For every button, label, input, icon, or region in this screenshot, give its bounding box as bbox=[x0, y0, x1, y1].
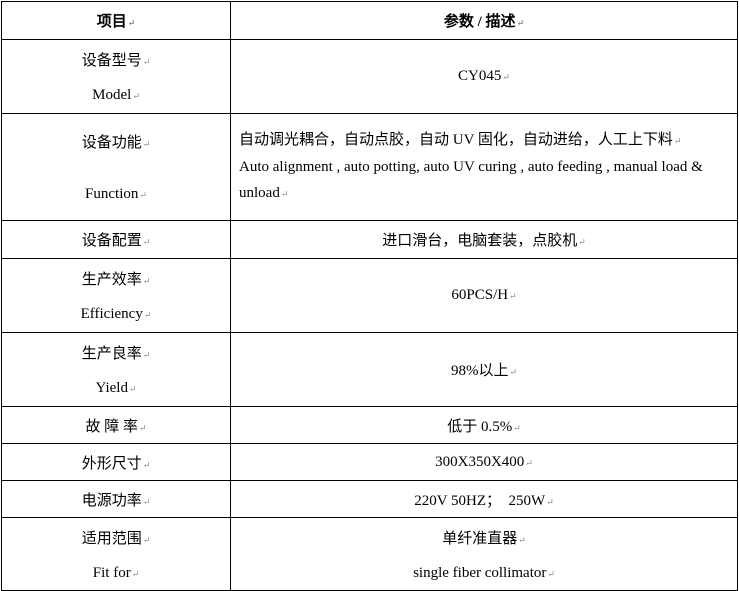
header-row: 项目 参数 / 描述 bbox=[1, 1, 738, 40]
header-param: 参数 / 描述 bbox=[230, 1, 738, 40]
value-cn: 自动调光耦合，自动点胶，自动 UV 固化，自动进给，人工上下料 bbox=[239, 127, 733, 154]
value: 300X350X400 bbox=[231, 454, 737, 471]
table-row: 设备型号 Model CY045 bbox=[1, 39, 738, 114]
header-item: 项目 bbox=[1, 1, 231, 40]
table-row: 适用范围 Fit for 单纤准直器 single fiber collimator bbox=[1, 517, 738, 591]
label-cn: 生产良率 bbox=[2, 342, 230, 363]
value-cn: 单纤准直器 bbox=[231, 527, 737, 548]
value: 220V 50HZ； 250W bbox=[231, 489, 737, 510]
value: 低于 0.5% bbox=[231, 415, 737, 436]
table-row: 故 障 率 低于 0.5% bbox=[1, 406, 738, 444]
value-en: Auto alignment , auto potting, auto UV c… bbox=[239, 154, 733, 207]
label-cn: 设备配置 bbox=[2, 229, 230, 250]
table-row: 电源功率 220V 50HZ； 250W bbox=[1, 480, 738, 518]
value: 60PCS/H bbox=[231, 287, 737, 304]
label-en: Fit for bbox=[2, 565, 230, 582]
label-cn: 外形尺寸 bbox=[2, 452, 230, 473]
label-en: Function bbox=[2, 186, 230, 203]
value: 进口滑台，电脑套装，点胶机 bbox=[231, 229, 737, 250]
label-cn: 设备功能 bbox=[2, 131, 230, 152]
value-en: single fiber collimator bbox=[231, 565, 737, 582]
label-cn: 设备型号 bbox=[2, 49, 230, 70]
label-cn: 电源功率 bbox=[2, 489, 230, 510]
label-cn: 适用范围 bbox=[2, 527, 230, 548]
table-row: 外形尺寸 300X350X400 bbox=[1, 443, 738, 481]
table-row: 设备功能 Function 自动调光耦合，自动点胶，自动 UV 固化，自动进给，人… bbox=[1, 113, 738, 221]
table-row: 生产良率 Yield 98%以上 bbox=[1, 332, 738, 407]
label-cn: 生产效率 bbox=[2, 268, 230, 289]
value: 98%以上 bbox=[231, 359, 737, 380]
table-row: 生产效率 Efficiency 60PCS/H bbox=[1, 258, 738, 333]
label-cn: 故 障 率 bbox=[2, 415, 230, 436]
table-row: 设备配置 进口滑台，电脑套装，点胶机 bbox=[1, 220, 738, 259]
label-en: Efficiency bbox=[2, 306, 230, 323]
label-en: Yield bbox=[2, 380, 230, 397]
label-en: Model bbox=[2, 87, 230, 104]
value: CY045 bbox=[231, 68, 737, 85]
